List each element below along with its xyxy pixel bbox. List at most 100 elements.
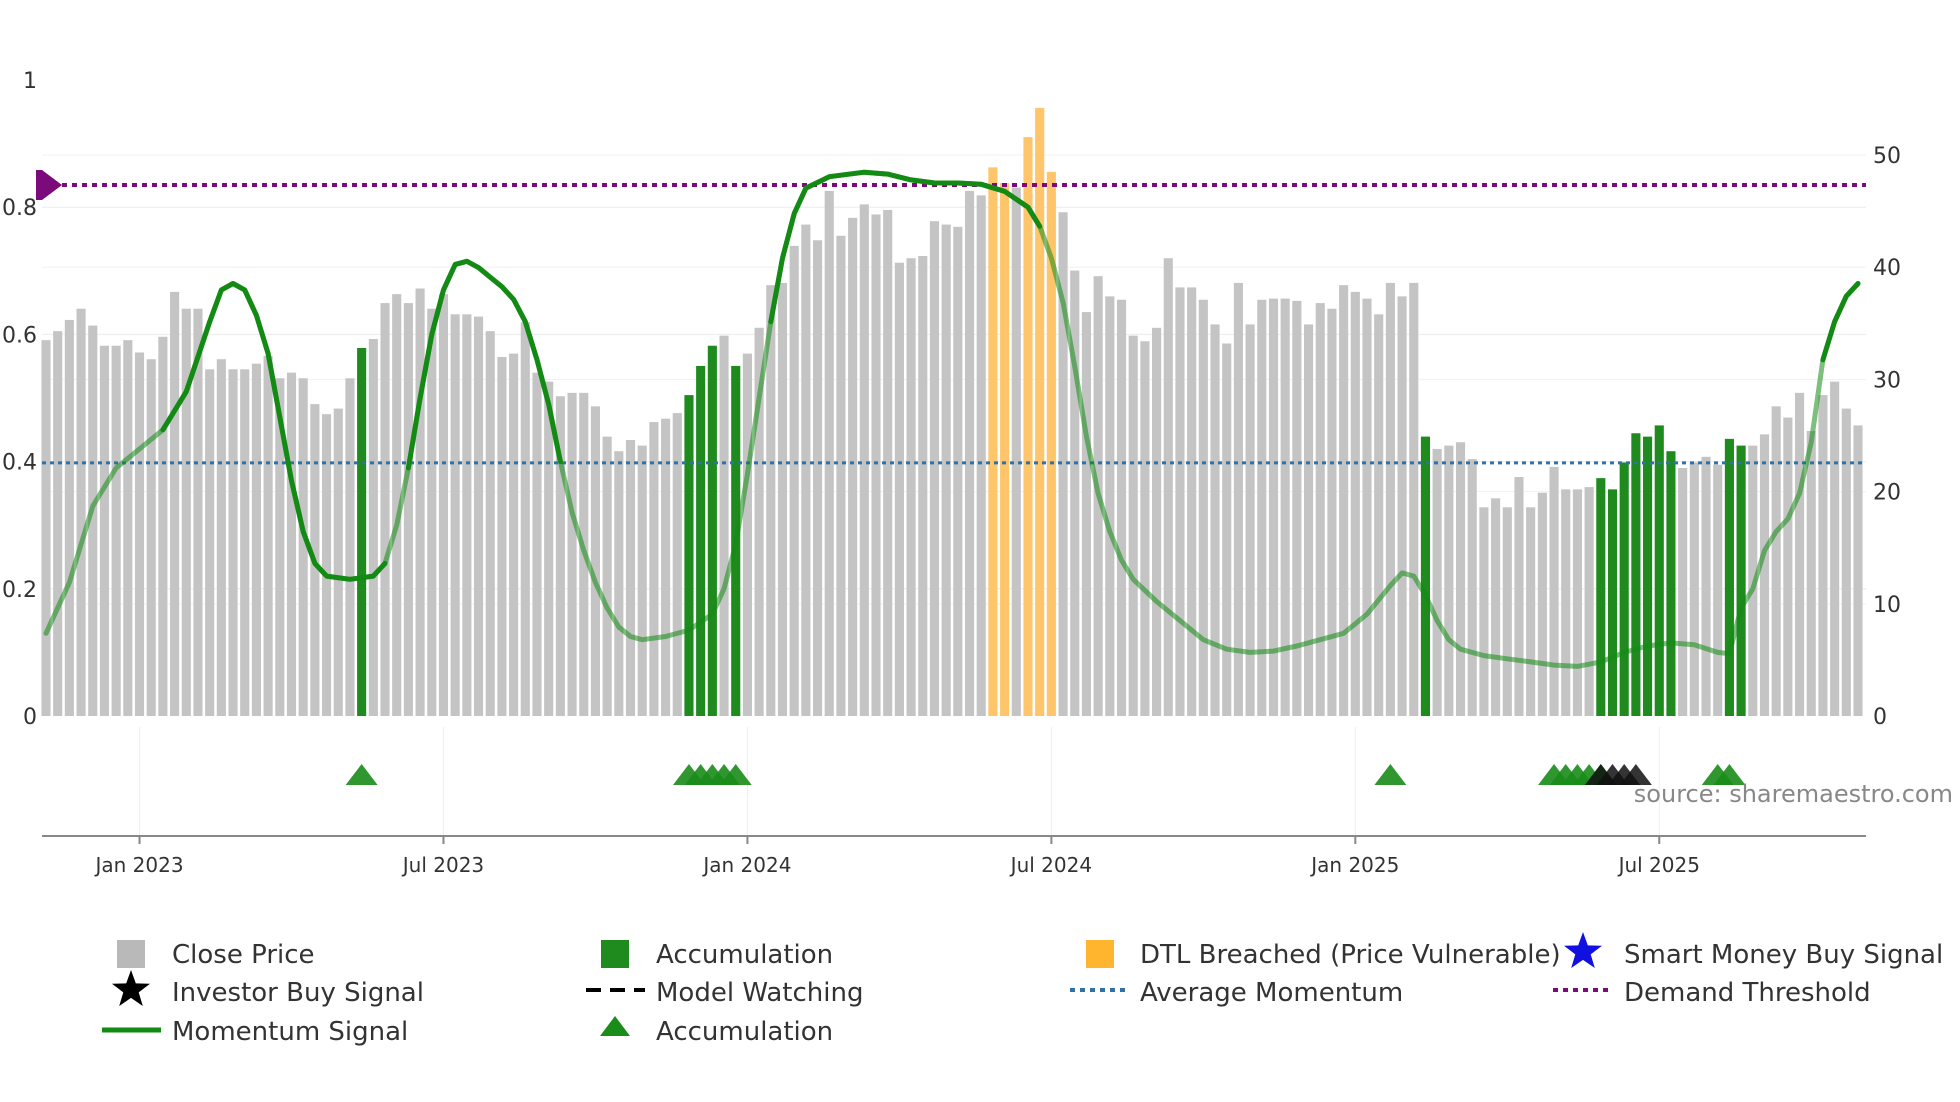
- legend-accumulation-marker: Accumulation: [656, 1017, 833, 1047]
- bar-gray: [1479, 507, 1489, 716]
- x-tick-label: Jan 2025: [1309, 853, 1399, 877]
- bar-gray: [1163, 258, 1173, 716]
- bar-gray: [777, 282, 788, 716]
- bar-gray: [111, 345, 121, 716]
- bar-gray: [672, 413, 682, 716]
- bar-gray: [1268, 298, 1279, 716]
- bar-gray: [1140, 341, 1150, 716]
- bar-gray: [1713, 464, 1723, 716]
- bar-gray: [392, 294, 402, 716]
- bar-gray: [976, 195, 986, 717]
- bar-gray: [848, 217, 858, 716]
- y-left-tick: 0.4: [2, 451, 37, 476]
- bar-gray: [205, 369, 215, 716]
- bar-gray: [1432, 448, 1442, 716]
- x-tick-label: Jan 2024: [701, 853, 791, 877]
- bar-gray: [520, 322, 530, 716]
- bar-green: [1666, 451, 1676, 716]
- bar-gray: [532, 372, 542, 716]
- bar-gray: [170, 291, 180, 716]
- bar-gray: [1409, 282, 1419, 716]
- bar-gray: [1374, 314, 1384, 716]
- source-label: source: sharemaestro.com: [1634, 780, 1953, 808]
- momentum-line-strong-3: [1820, 281, 1861, 363]
- bar-orange: [1023, 137, 1033, 717]
- bar-gray: [1678, 468, 1688, 716]
- accumulation-triangle-icon: [1713, 764, 1746, 785]
- accumulation-triangle-icon: [1374, 764, 1407, 785]
- bar-gray: [801, 224, 811, 716]
- bar-gray: [1315, 303, 1325, 716]
- bar-gray: [906, 258, 916, 716]
- bar-orange: [988, 167, 998, 717]
- bar-gray: [1537, 492, 1547, 716]
- accumulation-triangle-icon: [345, 764, 378, 785]
- bar-gray: [240, 369, 250, 716]
- bar-gray: [368, 339, 378, 716]
- accumulation-triangle-icon: [719, 764, 752, 785]
- x-tick-label: Jan 2023: [93, 853, 183, 877]
- bar-gray: [754, 327, 764, 716]
- bar-gray: [415, 288, 425, 716]
- bar-gray: [181, 308, 191, 716]
- bar-gray: [1128, 335, 1138, 716]
- bar-gray: [1303, 324, 1314, 716]
- bar-gray: [1561, 489, 1571, 716]
- legend-average-momentum: Average Momentum: [1140, 978, 1403, 1008]
- bar-gray: [509, 353, 519, 716]
- bar-gray: [894, 262, 904, 716]
- legend-dtl-swatch: [1086, 940, 1114, 968]
- legend-momentum-signal: Momentum Signal: [172, 1017, 408, 1047]
- bar-gray: [742, 353, 752, 716]
- y-right-tick: 10: [1873, 593, 1901, 618]
- bar-gray: [158, 336, 168, 716]
- bar-gray: [228, 369, 238, 716]
- bar-gray: [1385, 282, 1395, 716]
- legend-accumulation-triangle-icon: [600, 1016, 630, 1036]
- bar-green: [1631, 433, 1641, 716]
- bar-gray: [1350, 291, 1360, 716]
- legend-demand-threshold: Demand Threshold: [1624, 978, 1871, 1008]
- bar-gray: [473, 316, 484, 716]
- bar-gray: [1514, 477, 1524, 716]
- bar-gray: [789, 245, 799, 716]
- bar-gray: [1339, 285, 1349, 716]
- bar-gray: [964, 190, 975, 717]
- bar-gray: [450, 314, 460, 716]
- threshold-marker-icon: [36, 169, 62, 200]
- legend-close-price: Close Price: [172, 940, 315, 970]
- bar-gray: [1549, 466, 1559, 716]
- bar-gray: [345, 378, 355, 716]
- bar-gray: [1152, 327, 1162, 716]
- bar-gray: [1455, 442, 1466, 716]
- bar-gray: [1491, 498, 1501, 716]
- bar-green: [357, 347, 367, 716]
- bar-gray: [1841, 408, 1851, 716]
- bar-gray: [251, 363, 261, 716]
- y-right-tick: 30: [1873, 368, 1901, 393]
- bar-gray: [1222, 343, 1232, 716]
- bar-gray: [1794, 392, 1805, 716]
- bar-green: [1736, 445, 1746, 716]
- bar-gray: [941, 224, 951, 716]
- bar-green: [1619, 462, 1629, 716]
- bar-gray: [1526, 507, 1536, 716]
- bar-gray: [275, 378, 285, 716]
- bar-gray: [1502, 507, 1512, 716]
- bar-gray: [146, 359, 156, 716]
- bar-gray: [193, 308, 203, 716]
- bar-gray: [216, 359, 226, 716]
- bar-green: [1607, 489, 1618, 716]
- bar-gray: [1257, 299, 1267, 716]
- legend-accumulation-bar: Accumulation: [656, 940, 833, 970]
- bar-gray: [918, 255, 928, 717]
- bar-green: [684, 395, 694, 716]
- legend-dtl-breached: DTL Breached (Price Vulnerable): [1140, 940, 1561, 970]
- bar-gray: [88, 325, 98, 716]
- bar-gray: [1233, 282, 1243, 716]
- y-right-tick: 50: [1873, 144, 1901, 169]
- momentum-line-strong-0: [160, 281, 388, 582]
- bar-gray: [1105, 296, 1115, 716]
- bar-gray: [76, 308, 86, 716]
